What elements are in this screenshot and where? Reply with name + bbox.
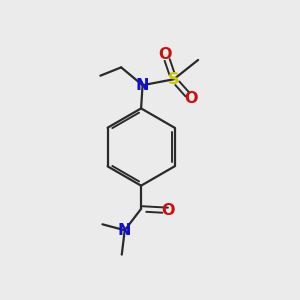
Text: O: O: [161, 203, 175, 218]
Text: S: S: [168, 72, 179, 87]
Text: O: O: [184, 91, 198, 106]
Text: N: N: [136, 78, 149, 93]
Text: O: O: [159, 47, 172, 62]
Text: N: N: [118, 223, 131, 238]
